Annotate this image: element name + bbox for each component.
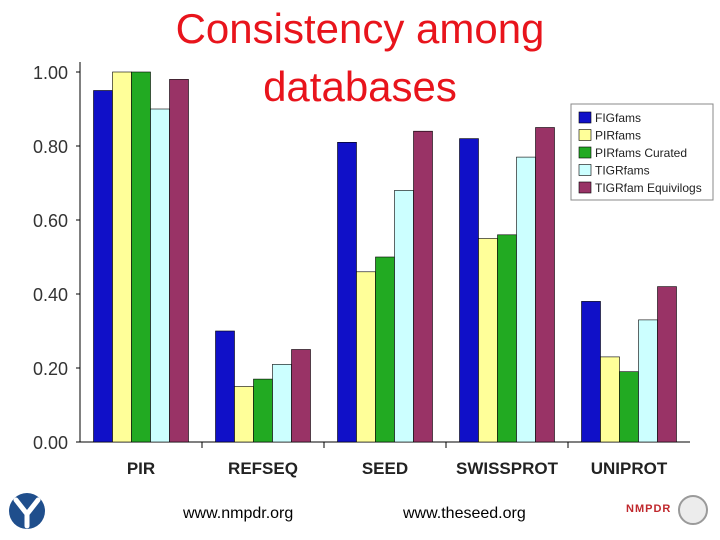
legend-swatch	[578, 129, 592, 141]
theseed-link[interactable]: www.theseed.org	[403, 505, 526, 522]
legend-label: PIRfams	[595, 129, 641, 143]
bar	[459, 138, 479, 443]
x-tick-label: SEED	[362, 459, 408, 478]
bar	[581, 301, 601, 443]
bar	[516, 156, 536, 443]
bar	[638, 319, 658, 443]
bar	[337, 142, 357, 443]
bar	[356, 271, 376, 443]
legend-swatch	[578, 181, 592, 194]
bar	[619, 371, 639, 443]
legend-label: FIGfams	[595, 111, 641, 125]
nmpdr-brand-text: NMPDR	[626, 503, 672, 515]
y-tick-label: 1.00	[33, 63, 68, 83]
bar	[497, 234, 517, 443]
bar	[93, 90, 113, 443]
x-tick-label: REFSEQ	[228, 459, 298, 478]
bar	[253, 378, 273, 443]
bar	[394, 190, 414, 443]
bar	[272, 363, 292, 443]
legend-label: PIRfams Curated	[595, 146, 687, 160]
y-tick-label: 0.60	[33, 211, 68, 231]
bar	[112, 71, 132, 443]
legend-box	[570, 103, 714, 201]
nmpdr-logo	[8, 490, 46, 532]
bar	[291, 349, 311, 443]
slide-title: Consistency among databases	[175, 5, 545, 110]
bar	[478, 238, 498, 443]
legend-swatch	[578, 146, 592, 159]
bar	[657, 286, 677, 443]
bar	[169, 79, 189, 443]
bar	[600, 356, 620, 443]
legend-swatch	[578, 111, 592, 124]
y-tick-label: 0.80	[33, 137, 68, 157]
bar	[375, 256, 395, 443]
x-tick-label: PIR	[127, 459, 155, 478]
nmpdr-seal-icon	[678, 495, 708, 525]
bar	[215, 330, 235, 443]
bar	[131, 71, 151, 443]
legend-label: TIGRfam Equivilogs	[595, 181, 702, 195]
legend-label: TIGRfams	[595, 164, 650, 178]
legend-swatch	[578, 164, 592, 176]
y-tick-label: 0.40	[33, 285, 68, 305]
y-tick-label: 0.00	[33, 433, 68, 453]
bar	[234, 386, 254, 443]
bar	[150, 108, 170, 443]
x-tick-label: UNIPROT	[591, 459, 668, 478]
nmpdr-link[interactable]: www.nmpdr.org	[183, 505, 294, 522]
nmpdr-brand-logo: NMPDR	[626, 493, 712, 529]
bar	[535, 127, 555, 443]
y-tick-label: 0.20	[33, 359, 68, 379]
bar	[413, 130, 433, 443]
x-tick-label: SWISSPROT	[456, 459, 559, 478]
